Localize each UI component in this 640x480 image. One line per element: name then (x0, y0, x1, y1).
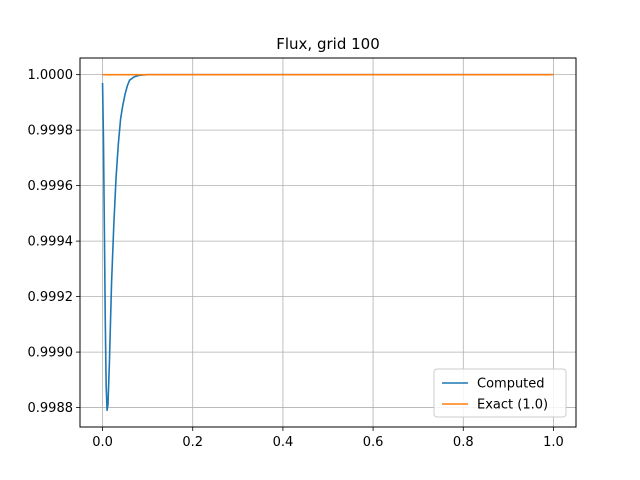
y-tick-label: 0.9996 (28, 179, 74, 194)
x-tick-label: 0.6 (363, 435, 384, 450)
x-tick-label: 0.2 (182, 435, 203, 450)
legend-label-computed: Computed (477, 377, 545, 392)
y-tick-label: 1.0000 (28, 68, 74, 83)
y-tick-label: 0.9998 (28, 124, 74, 139)
y-tick-label: 0.9994 (28, 235, 74, 250)
legend-box (433, 368, 567, 418)
x-tick-label: 0.8 (453, 435, 474, 450)
axis-ticks: 0.0 0.2 0.4 0.6 0.8 1.0 0.9988 0.9990 0.9992 0.99… (28, 68, 564, 450)
x-tick-label: 0.4 (273, 435, 294, 450)
x-tick-label: 1.0 (543, 435, 564, 450)
chart-title: Flux, grid 100 (276, 35, 380, 53)
y-tick-label: 0.9990 (28, 346, 74, 361)
legend: Computed Exact (1.0) (433, 368, 567, 418)
x-tick-label: 0.0 (92, 435, 113, 450)
y-tick-label: 0.9992 (28, 290, 74, 305)
y-tick-label: 0.9988 (28, 401, 74, 416)
series-lines (101, 73, 554, 412)
legend-label-exact-1-0: Exact (1.0) (477, 398, 548, 413)
grid (80, 58, 576, 427)
axes-frame (79, 57, 577, 428)
